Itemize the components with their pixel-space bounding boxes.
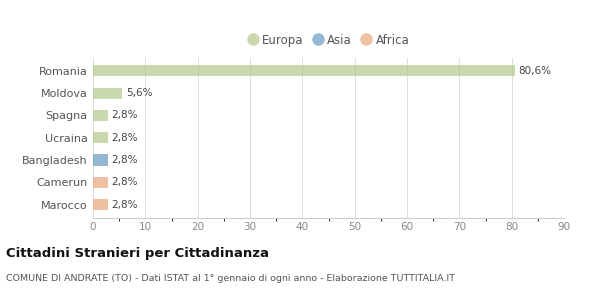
Bar <box>93 65 515 76</box>
Bar <box>93 110 107 121</box>
Bar <box>93 199 107 210</box>
Text: 2,8%: 2,8% <box>112 177 138 187</box>
Text: 80,6%: 80,6% <box>518 66 551 76</box>
Text: COMUNE DI ANDRATE (TO) - Dati ISTAT al 1° gennaio di ogni anno - Elaborazione TU: COMUNE DI ANDRATE (TO) - Dati ISTAT al 1… <box>6 274 455 283</box>
Bar <box>93 155 107 166</box>
Text: Cittadini Stranieri per Cittadinanza: Cittadini Stranieri per Cittadinanza <box>6 247 269 260</box>
Bar <box>93 177 107 188</box>
Bar <box>93 88 122 99</box>
Text: 2,8%: 2,8% <box>112 155 138 165</box>
Text: 2,8%: 2,8% <box>112 133 138 143</box>
Legend: Europa, Asia, Africa: Europa, Asia, Africa <box>243 29 414 51</box>
Text: 2,8%: 2,8% <box>112 200 138 210</box>
Bar <box>93 132 107 143</box>
Text: 2,8%: 2,8% <box>112 110 138 120</box>
Text: 5,6%: 5,6% <box>126 88 152 98</box>
